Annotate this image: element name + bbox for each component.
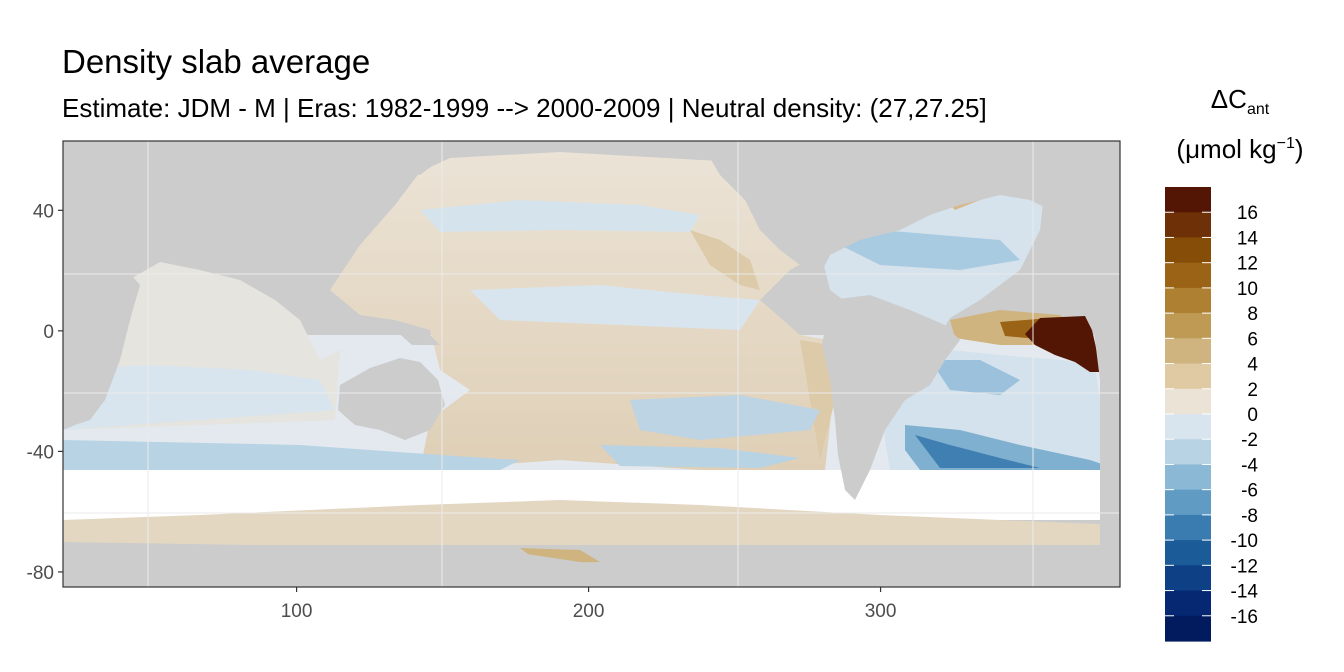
south-atlantic-darkblue (915, 435, 1040, 468)
gulf-of-guinea-hotspot (1025, 316, 1102, 372)
x-tick-label: 300 (865, 601, 897, 622)
legend-label: 8 (1247, 304, 1258, 325)
chart-subtitle: Estimate: JDM - M | Eras: 1982-1999 --> … (62, 93, 987, 123)
legend-label: 16 (1237, 203, 1258, 224)
legend-swatch (1165, 237, 1211, 264)
legend-label: 6 (1247, 329, 1258, 350)
legend-swatch (1165, 489, 1211, 516)
continents (63, 141, 1120, 587)
greenland (1000, 141, 1120, 175)
southern-blue-streak (630, 395, 820, 440)
legend-swatch (1165, 464, 1211, 491)
y-tick-label: -40 (27, 442, 54, 463)
peru-tan (800, 340, 835, 460)
pacific-blue-band (420, 200, 700, 232)
legend-label: 0 (1247, 405, 1258, 426)
legend-unit-sup: −1 (1276, 135, 1295, 152)
gridlines (63, 141, 1120, 587)
legend-swatch (1165, 363, 1211, 390)
legend-swatch (1165, 287, 1211, 314)
new-guinea (395, 330, 440, 345)
legend-label: 12 (1237, 254, 1258, 275)
north-atlantic-blue (830, 230, 1020, 270)
legend-swatch (1165, 313, 1211, 339)
antarctica (63, 542, 1120, 587)
legend-title: ΔCant (1160, 84, 1320, 119)
legend-title-sub: ant (1246, 101, 1270, 118)
y-tick-label: 0 (43, 322, 54, 343)
legend-label: 10 (1237, 279, 1258, 300)
legend-unit-close: ) (1294, 134, 1304, 164)
brazil-blue (930, 360, 1020, 395)
southern-blue-streak-2 (63, 440, 520, 470)
x-axis: 100 200 300 (281, 587, 897, 622)
north-america (700, 141, 1120, 285)
legend-label: -16 (1231, 607, 1258, 628)
legend-swatch (1165, 514, 1211, 541)
legend-label: -8 (1241, 506, 1258, 527)
legend-swatch (1165, 414, 1211, 440)
y-tick-label: -80 (27, 563, 54, 584)
legend-label: -2 (1241, 430, 1258, 451)
australia (338, 358, 445, 440)
legend-swatch (1165, 262, 1211, 289)
legend-label: -12 (1231, 556, 1258, 577)
legend-title-main: ΔC (1210, 84, 1247, 114)
y-axis: 40 0 -40 -80 (27, 201, 63, 584)
legend-label: -6 (1241, 481, 1258, 502)
south-america (822, 295, 960, 500)
indian-blue (63, 365, 335, 430)
legend-swatch (1165, 540, 1211, 566)
pacific-blue-band-2 (470, 285, 760, 330)
legend-swatch (1165, 615, 1211, 642)
ocean-fill (63, 152, 1120, 563)
antarctic-shelf (63, 500, 1120, 545)
southern-blue-streak-3 (600, 445, 800, 468)
legend-swatch (1165, 187, 1211, 213)
legend-unit: (μmol kg−1) (1160, 134, 1320, 165)
panel-border (62, 140, 1121, 588)
x-tick-label: 200 (573, 601, 605, 622)
chart-title: Density slab average (62, 43, 371, 80)
map-panel (63, 141, 1120, 587)
legend-label: 2 (1247, 380, 1258, 401)
africa (63, 258, 140, 430)
y-tick-label: 40 (33, 201, 54, 222)
east-pacific-tan (690, 230, 760, 290)
legend-swatch (1165, 565, 1211, 592)
legend-label: -10 (1231, 531, 1258, 552)
legend-label: 14 (1237, 228, 1259, 249)
east-asia-coast (400, 141, 445, 175)
europe-africa-east (1050, 180, 1120, 587)
legend-swatch (1165, 338, 1211, 365)
x-tick-label: 100 (281, 601, 313, 622)
legend-label: -14 (1231, 582, 1259, 603)
legend-colorbar: 16 14 12 10 8 6 4 2 0 -2 -4 -6 -8 -10 -12 -14 -16 (1165, 187, 1258, 642)
legend-swatch (1165, 212, 1211, 239)
asia (63, 141, 430, 300)
legend-swatch (1165, 439, 1211, 466)
legend-label: 4 (1247, 355, 1258, 376)
legend-label: -4 (1241, 455, 1258, 476)
legend-swatch (1165, 590, 1211, 617)
legend-swatch (1165, 388, 1211, 415)
legend-unit-open: (μmol kg (1176, 134, 1277, 164)
